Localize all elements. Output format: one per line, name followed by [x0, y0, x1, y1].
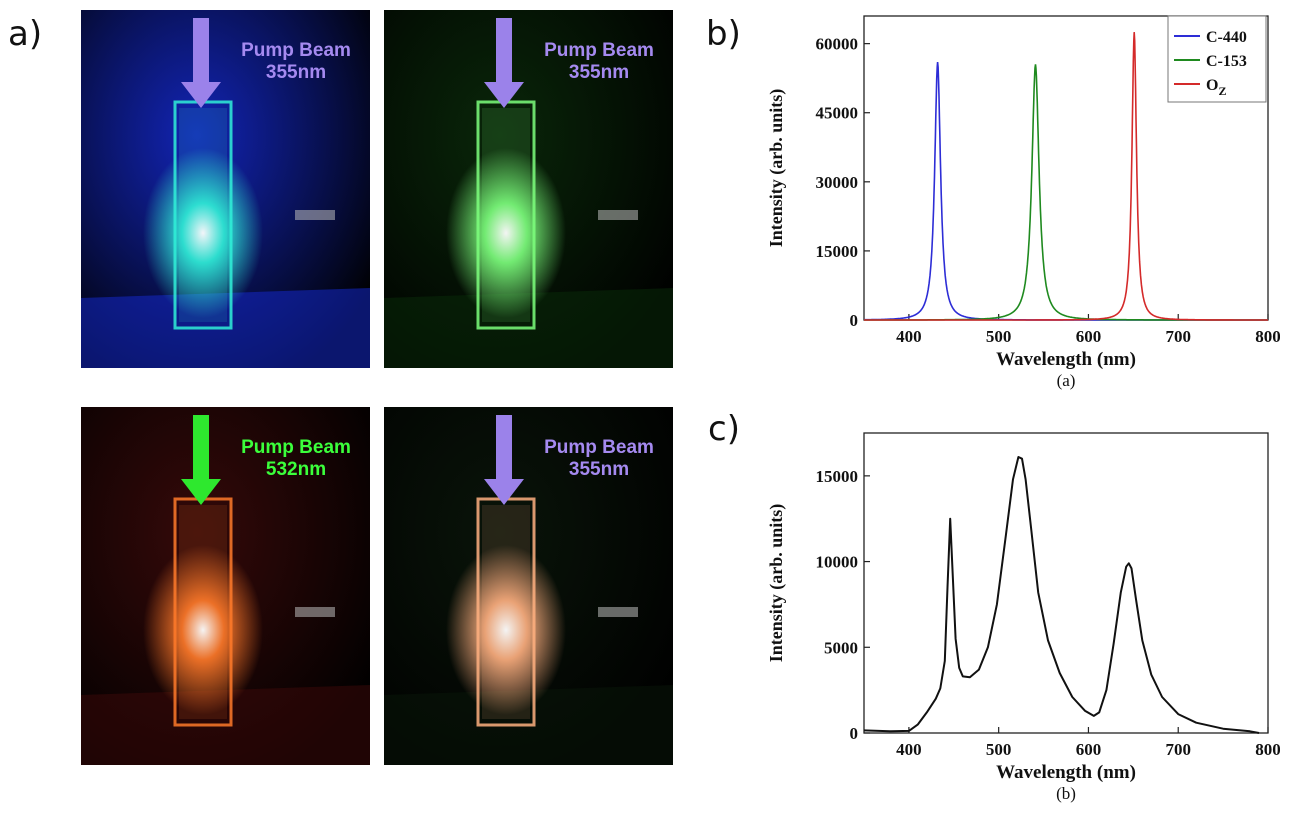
figure-caption: (b) — [1056, 784, 1076, 803]
pump-beam-wavelength: 355nm — [568, 62, 630, 83]
x-tick-label: 600 — [1076, 327, 1102, 346]
x-tick-label: 600 — [1076, 740, 1102, 759]
pump-arrow-icon — [181, 82, 221, 108]
spectrum-chart-c: 400 500 600 700 800 0 5000 10000 15000 Wavelength… — [760, 415, 1281, 809]
detector-probe-icon — [598, 210, 638, 220]
detector-probe-icon — [295, 210, 335, 220]
detector-probe-icon — [598, 607, 638, 617]
photo-cuvette-1: Pump Beam 355nm — [81, 10, 370, 368]
photo-cuvette-2: Pump Beam 355nm — [384, 10, 673, 368]
series-line — [863, 456, 1260, 734]
x-tick-label: 700 — [1165, 327, 1191, 346]
spectrum-chart-c-svg: 400 500 600 700 800 0 5000 10000 15000 Wavelength… — [766, 432, 1281, 803]
pump-arrow-icon — [484, 82, 524, 108]
plot-frame — [863, 432, 1269, 734]
panel-label-c: c) — [708, 409, 740, 449]
series-line-o — [864, 32, 1268, 321]
pump-beam-wavelength: 532nm — [265, 459, 327, 480]
spectrum-chart-b-svg: 400 500 600 700 800 0 15000 30000 45000 60000 Wave… — [766, 15, 1281, 390]
pump-beam-wavelength: 355nm — [265, 62, 327, 83]
panel-label-a: a) — [8, 14, 43, 54]
y-tick-label: 15000 — [816, 242, 859, 261]
pump-arrow-icon — [181, 479, 221, 505]
pump-beam-wavelength: 355nm — [568, 459, 630, 480]
legend-label: C-153 — [1206, 53, 1247, 70]
x-tick-label: 400 — [896, 740, 922, 759]
emission-glow — [143, 148, 263, 318]
detector-probe-icon — [295, 607, 335, 617]
y-tick-label: 5000 — [824, 638, 858, 657]
pump-beam-label: Pump Beam 355nm — [534, 437, 664, 481]
pump-beam-title: Pump Beam — [241, 437, 351, 458]
pump-arrow-icon — [484, 479, 524, 505]
x-tick-label: 400 — [896, 327, 922, 346]
emission-glow — [446, 148, 566, 318]
y-tick-label: 0 — [850, 311, 859, 330]
x-tick-label: 500 — [986, 740, 1012, 759]
spectrum-chart-b: 400 500 600 700 800 0 15000 30000 45000 60000 Wave… — [760, 8, 1281, 408]
panel-label-b: b) — [706, 14, 741, 54]
pump-beam-title: Pump Beam — [241, 40, 351, 61]
emission-glow — [143, 545, 263, 715]
photo-cuvette-3: Pump Beam 532nm — [81, 407, 370, 765]
pump-beam-label: Pump Beam 355nm — [534, 40, 664, 84]
x-tick-label: 800 — [1255, 740, 1280, 759]
pump-arrow-shaft — [496, 18, 512, 84]
y-tick-label: 15000 — [816, 467, 859, 486]
y-tick-label: 45000 — [816, 104, 859, 123]
pump-beam-title: Pump Beam — [544, 40, 654, 61]
pump-beam-label: Pump Beam 355nm — [231, 40, 361, 84]
y-axis-label: Intensity (arb. units) — [766, 504, 787, 663]
figure-caption: (a) — [1057, 371, 1076, 390]
x-tick-label: 800 — [1255, 327, 1280, 346]
y-tick-label: 60000 — [816, 35, 859, 54]
photo-cuvette-4: Pump Beam 355nm — [384, 407, 673, 765]
pump-arrow-shaft — [496, 415, 512, 481]
y-tick-label: 30000 — [816, 173, 859, 192]
pump-arrow-shaft — [193, 18, 209, 84]
x-axis-label: Wavelength (nm) — [996, 349, 1136, 370]
y-axis-label: Intensity (arb. units) — [766, 89, 787, 248]
photo-scene — [384, 407, 673, 765]
legend-label-subscript: Z — [1218, 84, 1226, 98]
x-tick-label: 500 — [986, 327, 1012, 346]
y-tick-label: 10000 — [816, 553, 859, 572]
pump-arrow-shaft — [193, 415, 209, 481]
y-tick-label: 0 — [850, 724, 859, 743]
x-axis-label: Wavelength (nm) — [996, 762, 1136, 783]
emission-glow — [446, 545, 566, 715]
photo-scene — [81, 10, 370, 368]
photo-scene — [81, 407, 370, 765]
pump-beam-title: Pump Beam — [544, 437, 654, 458]
x-tick-label: 700 — [1165, 740, 1191, 759]
series-line-c-153 — [864, 64, 1268, 321]
legend-label: C-440 — [1206, 29, 1247, 46]
photo-scene — [384, 10, 673, 368]
pump-beam-label: Pump Beam 532nm — [231, 437, 361, 481]
